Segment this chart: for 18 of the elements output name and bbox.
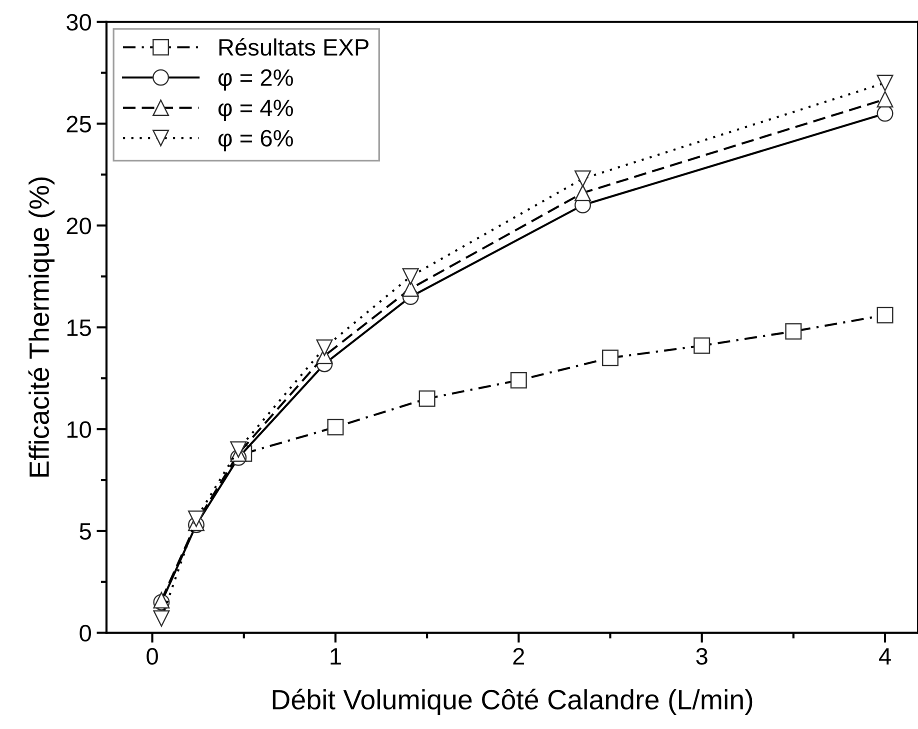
y-tick-label: 10 [67,421,91,438]
x-axis-title: Débit Volumique Côté Calandre (L/min) [272,688,752,716]
y-tick-label: 5 [80,523,91,540]
legend-label: φ = 2% [218,69,293,91]
x-tick-label: 0 [146,648,158,665]
legend-label: φ = 6% [218,130,293,152]
y-tick-label: 30 [66,14,91,31]
x-tick-label: 4 [879,648,891,664]
x-tick-label: 1 [330,648,341,664]
legend-label: Résultats EXP [219,38,368,56]
x-tick-label: 2 [513,648,524,664]
y-tick-label: 20 [66,218,91,234]
x-tick-label: 3 [696,648,708,665]
y-tick-label: 25 [66,116,91,132]
legend-label: φ = 4% [218,100,293,121]
y-tick-label: 0 [80,624,91,642]
y-axis-title: Efficacité Thermique (%) [28,177,55,477]
y-tick-label: 15 [67,320,91,336]
